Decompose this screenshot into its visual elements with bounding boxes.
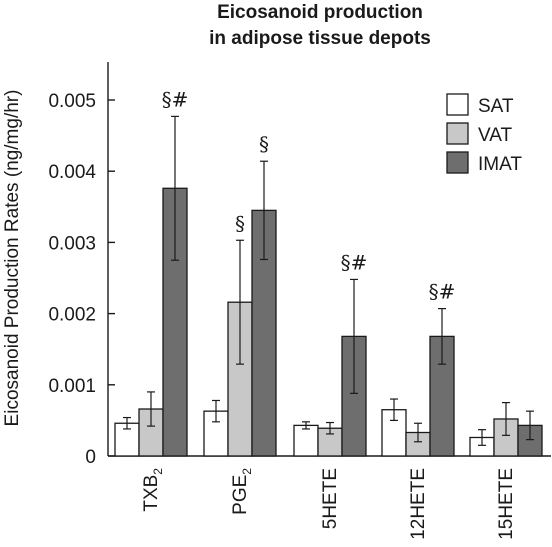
legend-label-imat: IMAT — [478, 154, 522, 175]
error-bar-sat-3 — [390, 398, 398, 421]
y-tick-label: 0.003 — [48, 233, 96, 254]
chart-title-line-1: Eicosanoid production — [217, 2, 423, 23]
error-bar-vat-0 — [147, 391, 155, 427]
error-bar-imat-0 — [171, 115, 179, 261]
bars — [114, 187, 543, 457]
significance-mark: § — [259, 132, 269, 156]
x-tick-label-4: 15HETE — [496, 468, 517, 540]
error-bar-vat-3 — [414, 422, 422, 443]
error-bar-vat-1 — [236, 239, 244, 365]
x-tick-label-0: TXB2 — [141, 468, 165, 512]
legend: SAT VAT IMAT — [446, 93, 522, 175]
x-tick-label-2: 5HETE — [320, 468, 341, 529]
error-bar-imat-3 — [438, 308, 446, 365]
error-bars — [123, 115, 534, 446]
significance-mark: §# — [162, 87, 189, 111]
bar-sat-2 — [293, 424, 319, 457]
error-bar-imat-2 — [350, 278, 358, 394]
error-bar-imat-4 — [526, 410, 534, 441]
significance-mark: §# — [341, 250, 368, 274]
y-tick-label: 0 — [85, 447, 96, 468]
error-bar-sat-0 — [123, 416, 131, 430]
legend-label-sat: SAT — [478, 96, 514, 117]
x-tick-labels: TXB2 PGE2 5HETE 12HETE 15HETE — [141, 468, 517, 540]
y-tick-label: 0.005 — [48, 91, 96, 112]
x-tick-label-1: PGE2 — [230, 468, 254, 515]
legend-swatch-vat — [446, 122, 469, 145]
legend-swatch-imat — [446, 151, 469, 174]
y-tick-label: 0.002 — [48, 305, 96, 326]
error-bar-sat-4 — [478, 429, 486, 446]
y-ticks: 0 0.001 0.002 0.003 0.004 0.005 — [48, 91, 115, 468]
legend-label-vat: VAT — [478, 125, 513, 146]
x-tick-label-3: 12HETE — [408, 468, 429, 540]
significance-mark: § — [235, 211, 245, 235]
error-bar-vat-4 — [502, 402, 510, 436]
error-bar-sat-1 — [212, 399, 220, 423]
significance-annotations: §# § § §# §# — [162, 87, 456, 303]
y-tick-label: 0.001 — [48, 376, 96, 397]
legend-swatch-sat — [446, 93, 469, 116]
y-tick-label: 0.004 — [48, 162, 96, 183]
y-axis-label: Eicosanoid Production Rates (ng/mg/hr) — [2, 90, 23, 427]
error-bar-vat-2 — [326, 421, 334, 435]
chart-title-line-2: in adipose tissue depots — [209, 28, 431, 49]
error-bar-sat-2 — [302, 421, 310, 430]
error-bar-imat-1 — [260, 160, 268, 261]
significance-mark: §# — [429, 280, 456, 304]
